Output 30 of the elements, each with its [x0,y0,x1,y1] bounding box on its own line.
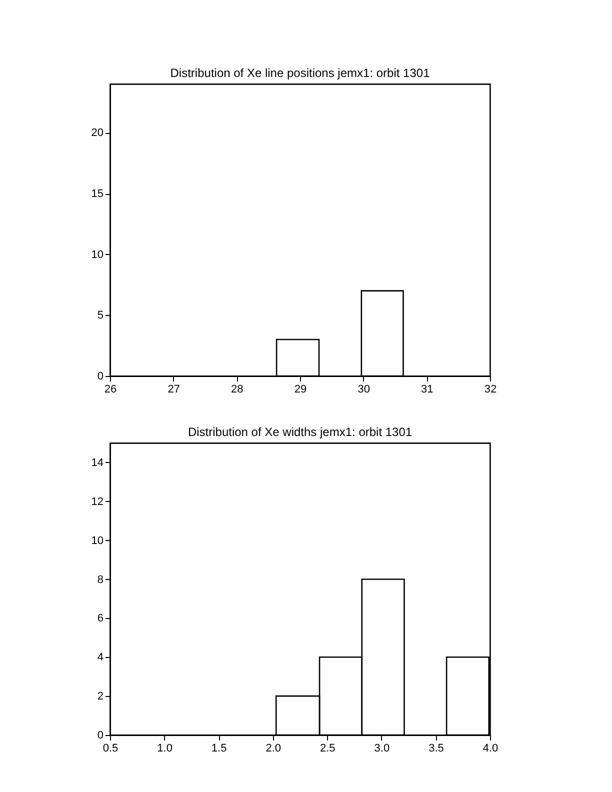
x-tick-label: 32 [484,384,497,396]
x-tick-label: 1.5 [211,742,227,754]
x-tick-label: 26 [104,384,117,396]
y-tick-label: 0 [97,730,104,742]
y-tick-label: 4 [97,652,104,664]
y-tick-label: 10 [91,248,104,261]
y-tick-label: 6 [97,612,104,625]
x-tick-label: 0.5 [102,742,118,754]
x-tick-label: 1.0 [157,742,172,754]
chart-title: Distribution of Xe widths jemx1: orbit 1301 [188,425,412,439]
y-tick-label: 20 [91,127,104,140]
x-tick-label: 2.5 [320,742,336,754]
x-tick-label: 3.0 [374,742,390,754]
y-tick-label: 14 [91,456,104,469]
y-tick-label: 0 [97,370,104,382]
y-tick-label: 12 [91,496,104,508]
x-tick-label: 30 [358,384,370,396]
x-tick-label: 28 [231,384,244,396]
x-tick-label: 27 [168,384,180,396]
y-tick-label: 10 [91,534,104,547]
x-tick-label: 4.0 [482,742,498,754]
y-tick-label: 5 [97,310,104,322]
x-tick-label: 31 [421,384,434,396]
y-tick-label: 15 [91,188,104,200]
x-tick-label: 29 [294,384,307,396]
x-tick-label: 2.0 [266,742,282,754]
y-tick-label: 8 [97,574,104,586]
chart-title: Distribution of Xe line positions jemx1: orbit 1301 [170,66,430,80]
x-tick-label: 3.5 [428,742,444,754]
y-tick-label: 2 [97,690,104,703]
